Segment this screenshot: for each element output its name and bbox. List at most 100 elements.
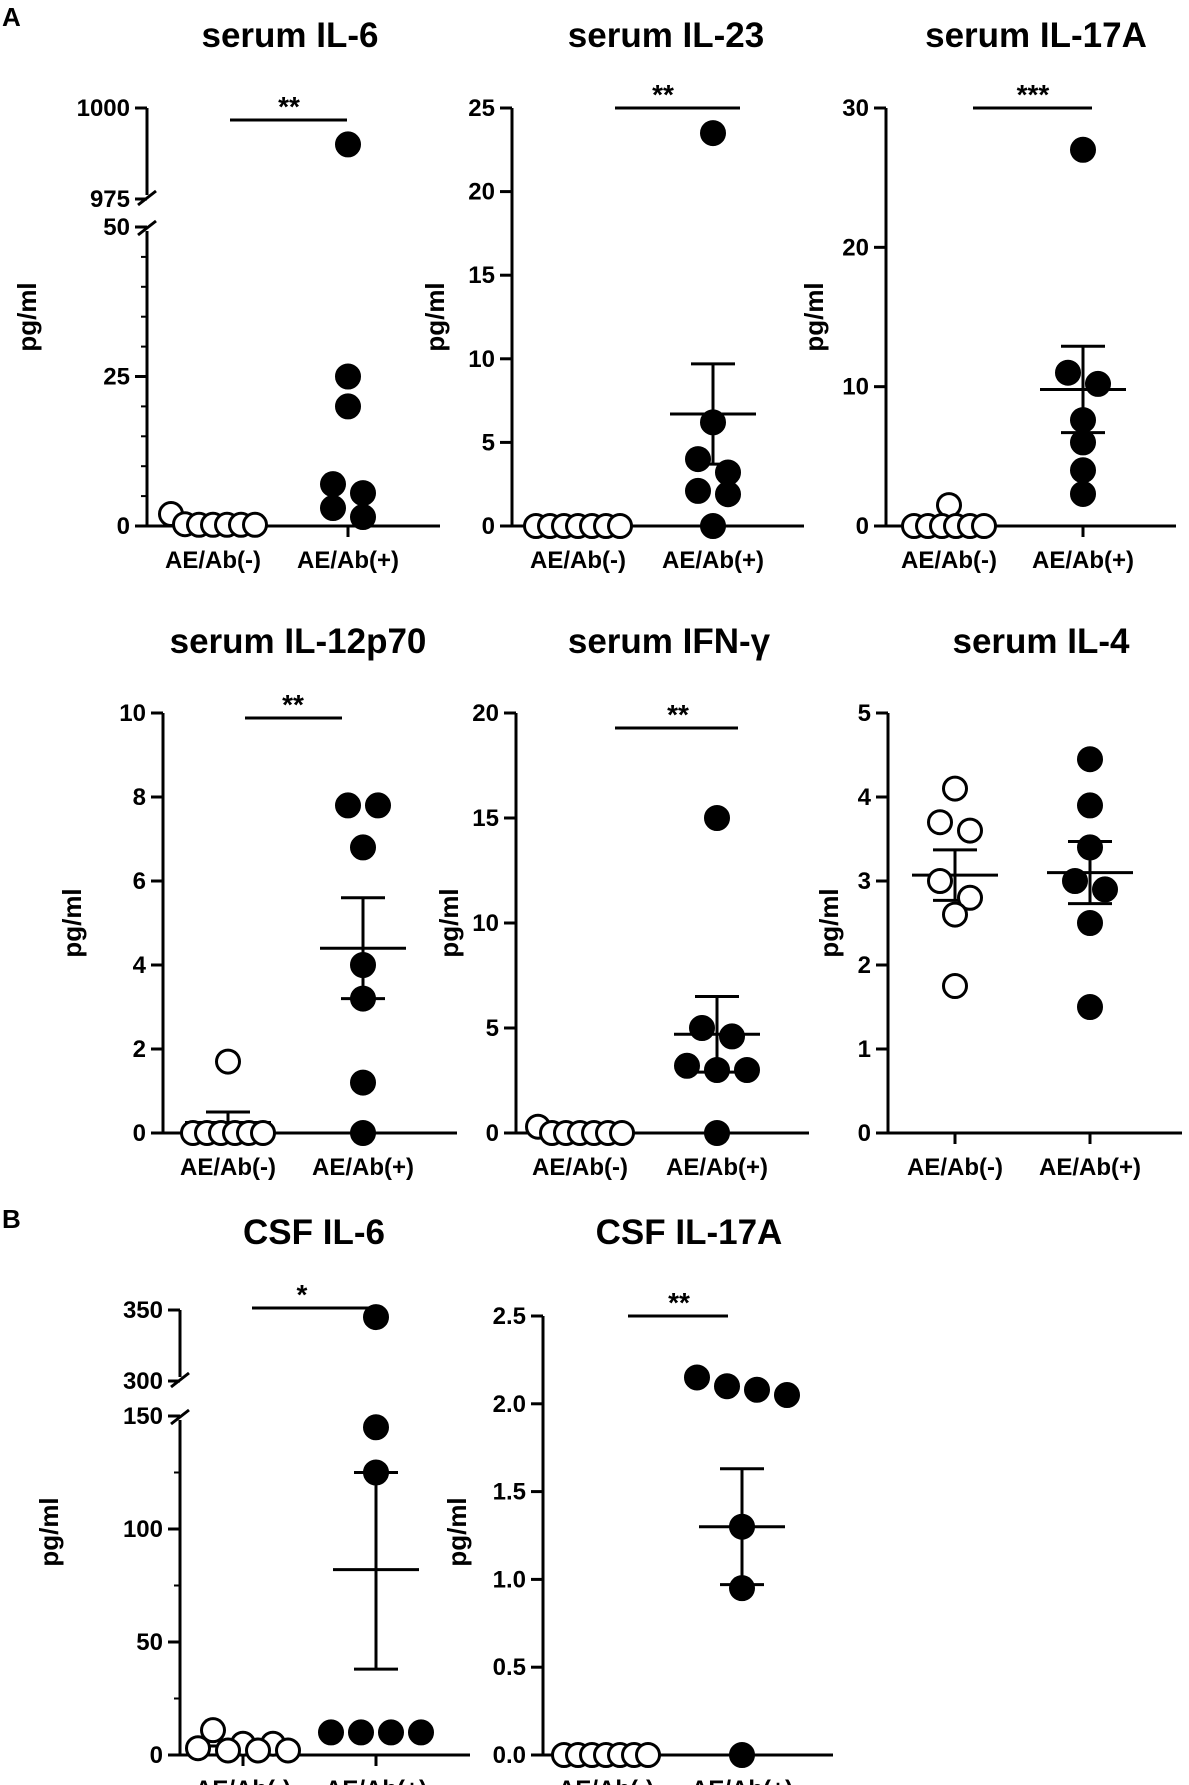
data-point-filled xyxy=(1077,746,1103,773)
data-point-filled xyxy=(350,834,376,861)
y-tick-label: 20 xyxy=(472,700,499,727)
data-point-filled xyxy=(704,1057,730,1083)
y-tick-label: 2.5 xyxy=(493,1303,526,1330)
y-tick-label: 100 xyxy=(123,1516,163,1543)
data-point-filled xyxy=(1070,429,1096,456)
data-point-filled xyxy=(350,1069,376,1096)
y-tick-label: 0 xyxy=(856,513,869,540)
data-point-filled xyxy=(350,1120,376,1146)
y-tick-label: 2 xyxy=(133,1036,146,1063)
data-point-filled xyxy=(1070,407,1096,434)
y-tick-label: 5 xyxy=(486,1015,499,1042)
data-point-filled xyxy=(700,513,726,539)
data-point-filled xyxy=(729,1742,755,1768)
data-point-filled xyxy=(1070,480,1096,507)
data-point-open xyxy=(971,513,997,539)
x-category-label: AE/Ab(+) xyxy=(297,547,399,574)
chart-title: serum IFN-γ xyxy=(568,622,771,661)
y-axis-label: pg/ml xyxy=(799,282,829,351)
x-category-label: AE/Ab(-) xyxy=(165,547,261,574)
data-point-open xyxy=(185,1735,211,1762)
data-point-filled xyxy=(1077,834,1103,861)
x-category-label: AE/Ab(-) xyxy=(558,1776,654,1785)
data-point-open xyxy=(607,513,633,539)
data-point-filled xyxy=(729,1513,755,1540)
y-axis-label: pg/ml xyxy=(442,1497,472,1566)
y-tick-label: 6 xyxy=(133,868,146,895)
data-point-open xyxy=(927,809,953,836)
data-point-filled xyxy=(335,363,361,390)
data-point-filled xyxy=(378,1719,404,1746)
y-axis-label: pg/ml xyxy=(57,888,87,957)
data-point-filled xyxy=(689,1015,715,1041)
data-point-filled xyxy=(1085,370,1111,397)
significance-label: * xyxy=(297,1279,308,1310)
significance-label: ** xyxy=(667,699,689,730)
data-point-open xyxy=(927,868,953,894)
y-tick-label: 25 xyxy=(468,95,495,122)
y-tick-label: 15 xyxy=(472,805,499,832)
y-tick-label: 1.0 xyxy=(493,1566,526,1593)
significance-label: ** xyxy=(652,79,674,110)
y-tick-label: 3 xyxy=(858,868,871,895)
data-point-filled xyxy=(1062,868,1088,894)
data-point-filled xyxy=(704,1120,730,1146)
y-tick-label: 0.0 xyxy=(493,1742,526,1769)
data-point-filled xyxy=(408,1719,434,1746)
y-tick-label: 5 xyxy=(858,700,871,727)
data-point-filled xyxy=(715,481,741,508)
y-tick-label: 0.5 xyxy=(493,1654,526,1681)
data-point-filled xyxy=(714,1373,740,1400)
data-point-filled xyxy=(1070,136,1096,163)
y-tick-label: 975 xyxy=(90,186,130,213)
data-point-filled xyxy=(684,1364,710,1391)
chart-title: serum IL-17A xyxy=(925,16,1147,55)
chart-title: serum IL-23 xyxy=(568,16,764,55)
y-tick-label: 1 xyxy=(858,1036,871,1063)
data-point-open xyxy=(942,973,968,999)
x-category-label: AE/Ab(-) xyxy=(530,547,626,574)
x-category-label: AE/Ab(-) xyxy=(907,1154,1003,1181)
y-tick-label: 350 xyxy=(123,1297,163,1324)
chart-7: CSF IL-6 pg/ml 0 50 100 150 300 350 AE/Ab(-) AE/A… xyxy=(34,1213,470,1785)
y-tick-label: 0 xyxy=(486,1120,499,1147)
chart-2: serum IL-23 pg/ml 0 5 10 15 20 25 AE/Ab(-) AE/Ab(… xyxy=(420,16,804,574)
data-point-filled xyxy=(700,120,726,147)
x-category-label: AE/Ab(+) xyxy=(1039,1154,1141,1181)
data-point-filled xyxy=(350,985,376,1012)
y-tick-label: 150 xyxy=(123,1403,163,1430)
panel-label-b: B xyxy=(2,1204,21,1234)
x-category-label: AE/Ab(-) xyxy=(180,1154,276,1181)
y-tick-label: 25 xyxy=(103,364,130,391)
data-point-filled xyxy=(320,495,346,522)
y-tick-label: 5 xyxy=(482,429,495,456)
data-point-filled xyxy=(700,409,726,436)
y-tick-label: 10 xyxy=(119,700,146,727)
data-point-open xyxy=(215,1048,241,1075)
chart-8: CSF IL-17A pg/ml 0.0 0.5 1.0 1.5 2.0 2.5 AE/Ab(-… xyxy=(442,1213,833,1785)
data-point-open xyxy=(635,1742,661,1768)
data-point-filled xyxy=(365,792,391,819)
y-tick-label: 0 xyxy=(117,513,130,540)
chart-title: serum IL-6 xyxy=(202,16,379,55)
chart-3: serum IL-17A pg/ml 0 10 20 30 AE/Ab(-) AE/Ab(+)… xyxy=(799,16,1176,574)
data-point-filled xyxy=(1092,876,1118,903)
data-point-open xyxy=(215,1737,241,1764)
data-point-filled xyxy=(363,1414,389,1441)
data-point-filled xyxy=(734,1057,760,1083)
y-tick-label: 20 xyxy=(468,179,495,206)
y-tick-label: 50 xyxy=(136,1629,163,1656)
y-tick-label: 0 xyxy=(133,1120,146,1147)
y-tick-label: 2 xyxy=(858,952,871,979)
chart-title: CSF IL-17A xyxy=(596,1213,783,1252)
data-point-filled xyxy=(1055,359,1081,386)
y-axis-label: pg/ml xyxy=(434,888,464,957)
y-tick-label: 4 xyxy=(133,952,147,979)
data-point-filled xyxy=(729,1575,755,1602)
data-point-filled xyxy=(744,1376,770,1403)
y-tick-label: 10 xyxy=(468,346,495,373)
data-point-open xyxy=(242,511,268,538)
data-point-filled xyxy=(350,952,376,978)
significance-label: ** xyxy=(282,689,304,720)
